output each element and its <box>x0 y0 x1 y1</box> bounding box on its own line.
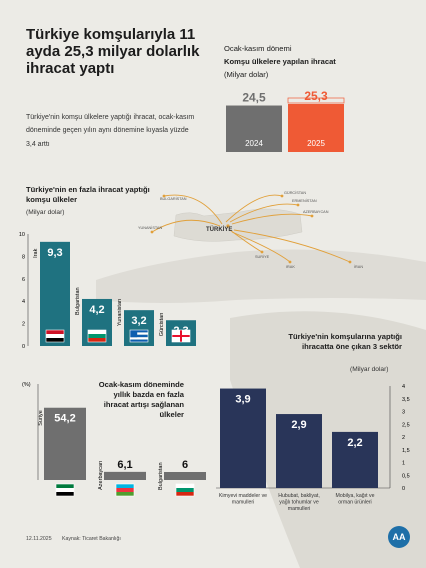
aa-logo: AA <box>388 526 410 548</box>
category-label: orman ürünleri <box>338 500 371 506</box>
map-label: IRAK <box>286 265 295 269</box>
map-label: BULGARİSTAN <box>160 196 187 201</box>
chart-top-neighbours: 0 2 4 6 8 10 9,3 Irak 4,2 Bulgaristan 3,2 Yunanista… <box>19 232 196 350</box>
bar-value-label: 2,9 <box>291 419 306 431</box>
turkiye-shape <box>173 208 303 242</box>
bar-Irak <box>40 241 70 346</box>
map-label: ERMENİSTAN <box>292 198 317 203</box>
category-label: Irak <box>33 248 39 257</box>
category-label: Mobilya, kağıt ve <box>336 493 375 499</box>
bar-value-label: 4,2 <box>89 304 104 316</box>
map-label: SURİYE <box>255 254 270 259</box>
map-label: GÜRCİSTAN <box>284 190 306 195</box>
y-tick-label: 4 <box>402 384 405 390</box>
y-tick-label: 3,5 <box>402 397 410 403</box>
bar-value-label: 25,3 <box>304 89 328 103</box>
category-label: mamulleri <box>232 500 254 506</box>
category-label: Azerbaycan <box>98 461 104 490</box>
bar-Bulgaristan <box>164 472 206 480</box>
category-label: yağlı tohumlar ve <box>279 500 319 506</box>
footer-source: Kaynak: Ticaret Bakanlığı <box>62 536 121 542</box>
y-tick-label: 0,5 <box>402 473 410 479</box>
panel3-heading: Ocak-kasım döneminde yıllık bazda en faz… <box>98 380 184 419</box>
y-tick-label: 2 <box>22 322 25 328</box>
intro-text: Türkiye'nin komşu ülkelere yaptığı ihrac… <box>26 114 195 148</box>
bar-Azerbaycan <box>104 471 146 480</box>
y-tick-label: 8 <box>22 254 25 260</box>
bar-Suriye <box>44 407 86 480</box>
bar-value-label: 2,2 <box>347 437 362 449</box>
panel2-unit: (Milyar dolar) <box>26 209 65 216</box>
panel4-heading: Türkiye'nin komşularına yaptığı ihracatt… <box>288 332 402 351</box>
y-tick-label: 0 <box>22 344 25 350</box>
y-tick-label: 1 <box>402 461 405 467</box>
bulgaria-flag-icon <box>175 483 195 497</box>
footer-date: 12.11.2025 <box>26 536 52 542</box>
map-label-turkiye: TÜRKİYE <box>206 226 232 233</box>
bar-total-2024 <box>226 105 282 152</box>
panel1-heading: Komşu ülkelere yapılan ihracat <box>224 57 336 66</box>
map-label: YUNANİSTAN <box>138 225 162 230</box>
panel3-unit: (%) <box>22 382 31 388</box>
y-tick-label: 2,5 <box>402 422 410 428</box>
panel1-unit: (Milyar dolar) <box>224 70 269 79</box>
bar-value-label: 6,1 <box>117 459 132 471</box>
bar-value-label: 3,2 <box>131 315 146 327</box>
category-label: Yunanistan <box>117 299 123 326</box>
y-tick-label: 6 <box>22 277 25 283</box>
category-label: Hububat, bakliyat, <box>278 493 320 499</box>
bar-value-label: 3,9 <box>235 394 250 406</box>
chart-total-exports: 24,5 2024 25,3 2025 <box>226 89 345 152</box>
bar-value-label: 9,3 <box>47 247 62 259</box>
bulgaria-flag-icon <box>87 329 107 343</box>
greece-flag-icon <box>129 329 149 343</box>
bar-value-label: 24,5 <box>242 91 266 105</box>
bar-value-label: 54,2 <box>54 413 75 425</box>
category-label: mamulleri <box>288 506 310 512</box>
iraq-flag-icon <box>45 329 65 343</box>
y-tick-label: 10 <box>19 232 25 238</box>
bar-year-label: 2025 <box>307 139 325 148</box>
category-label: Kimyevi maddeler ve <box>219 493 267 499</box>
bar-sector-1 <box>220 388 266 488</box>
y-tick-label: 1,5 <box>402 448 410 454</box>
category-label: Bulgaristan <box>158 462 164 490</box>
georgia-flag-icon <box>171 329 191 343</box>
category-label: Suriye <box>38 410 44 426</box>
syria-flag-icon <box>55 483 75 497</box>
bar-year-label: 2024 <box>245 139 263 148</box>
bar-total-2025 <box>288 104 344 152</box>
category-label: Gürcistan <box>159 313 165 337</box>
period-label: Ocak-kasım dönemi <box>224 44 292 53</box>
page-title: Türkiye komşularıyla 11 ayda 25,3 milyar… <box>26 26 200 77</box>
y-tick-label: 2 <box>402 435 405 441</box>
y-tick-label: 4 <box>22 299 25 305</box>
y-tick-label: 0 <box>402 486 405 492</box>
bar-sector-3 <box>332 431 378 488</box>
panel2-heading: Türkiye'nin en fazla ihracat yaptığı kom… <box>26 185 150 204</box>
bar-value-label: 6 <box>182 459 188 471</box>
bar-sector-2 <box>276 414 322 488</box>
panel4-unit: (Milyar dolar) <box>350 366 389 373</box>
y-tick-label: 3 <box>402 410 405 416</box>
category-label: Bulgaristan <box>75 287 81 315</box>
map-label: AZERBAYCAN <box>303 210 329 214</box>
chart-growth-countries: (%) 54,2 Suriye 6,1 Azerbaycan 6 Bulgaristan <box>22 382 206 497</box>
map-label: İRAN <box>354 264 363 269</box>
azerbaijan-flag-icon <box>115 483 135 497</box>
increase-hatch <box>287 97 345 104</box>
